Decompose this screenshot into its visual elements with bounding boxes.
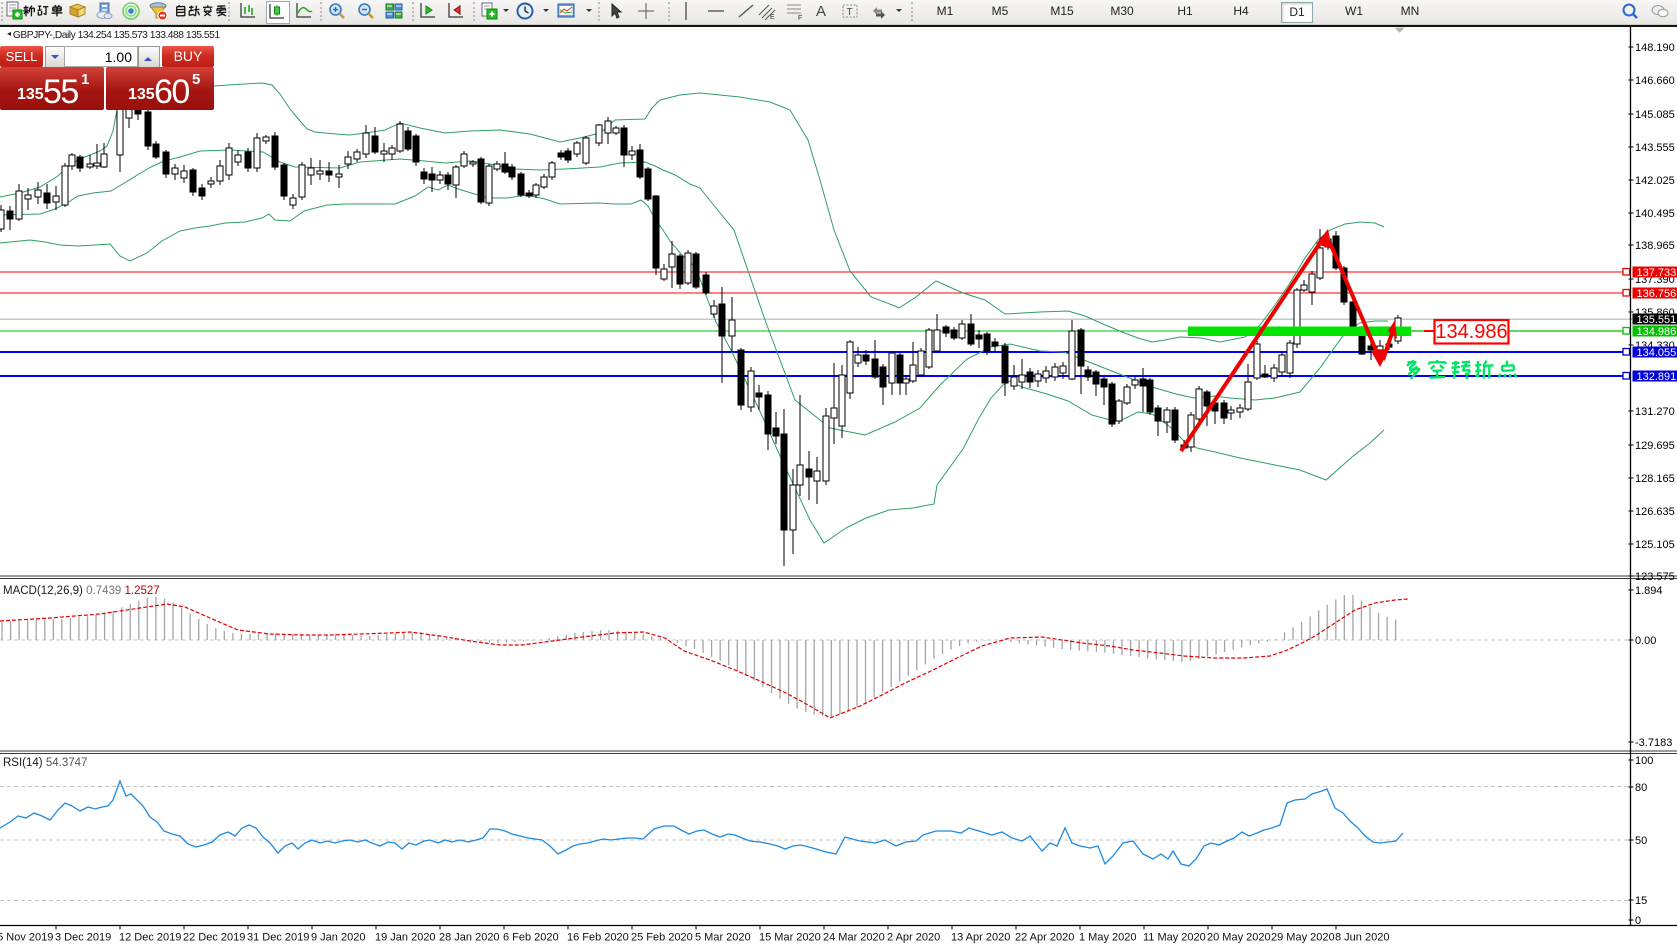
svg-text:142.025: 142.025 <box>1635 175 1675 187</box>
svg-text:3 Dec 2019: 3 Dec 2019 <box>55 932 111 944</box>
svg-text:132.891: 132.891 <box>1637 371 1677 383</box>
svg-text:29 May 2020: 29 May 2020 <box>1271 932 1335 944</box>
svg-text:-3.7183: -3.7183 <box>1635 737 1672 749</box>
svg-text:9 Jan 2020: 9 Jan 2020 <box>311 932 365 944</box>
svg-text:129.695: 129.695 <box>1635 440 1675 452</box>
svg-text:19 Jan 2020: 19 Jan 2020 <box>375 932 436 944</box>
svg-text:126.635: 126.635 <box>1635 506 1675 518</box>
svg-text:25 Feb 2020: 25 Feb 2020 <box>631 932 693 944</box>
svg-text:135.551: 135.551 <box>1637 314 1677 326</box>
svg-text:2 Apr 2020: 2 Apr 2020 <box>887 932 940 944</box>
svg-text:100: 100 <box>1635 755 1653 767</box>
svg-text:50: 50 <box>1635 835 1647 847</box>
svg-text:0.00: 0.00 <box>1635 635 1656 647</box>
svg-text:125.105: 125.105 <box>1635 539 1675 551</box>
svg-text:143.555: 143.555 <box>1635 142 1675 154</box>
svg-text:134.986: 134.986 <box>1435 321 1507 343</box>
svg-text:80: 80 <box>1635 782 1647 794</box>
svg-text:138.965: 138.965 <box>1635 240 1675 252</box>
svg-text:31 Dec 2019: 31 Dec 2019 <box>247 932 309 944</box>
svg-text:148.190: 148.190 <box>1635 42 1675 54</box>
svg-text:137.733: 137.733 <box>1637 267 1677 279</box>
svg-text:24 Mar 2020: 24 Mar 2020 <box>823 932 885 944</box>
svg-text:11 May 2020: 11 May 2020 <box>1143 932 1206 944</box>
svg-text:22 Apr 2020: 22 Apr 2020 <box>1015 932 1074 944</box>
svg-text:128.165: 128.165 <box>1635 473 1675 485</box>
svg-text:MACD(12,26,9) 0.7439 1.2527: MACD(12,26,9) 0.7439 1.2527 <box>3 585 160 597</box>
svg-text:1 May 2020: 1 May 2020 <box>1079 932 1136 944</box>
svg-text:E: E <box>770 14 775 21</box>
svg-text:145.085: 145.085 <box>1635 109 1675 121</box>
svg-text:20 May 2020: 20 May 2020 <box>1207 932 1271 944</box>
svg-text:136.756: 136.756 <box>1637 288 1677 300</box>
svg-text:RSI(14) 54.3747: RSI(14) 54.3747 <box>3 757 87 769</box>
svg-text:6 Feb 2020: 6 Feb 2020 <box>503 932 559 944</box>
svg-text:12 Dec 2019: 12 Dec 2019 <box>119 932 181 944</box>
svg-text:1.894: 1.894 <box>1635 585 1663 597</box>
svg-text:15 Mar 2020: 15 Mar 2020 <box>759 932 821 944</box>
svg-text:15: 15 <box>1635 895 1647 907</box>
svg-text:0: 0 <box>1635 915 1641 927</box>
svg-text:F: F <box>798 15 802 21</box>
svg-text:28 Jan 2020: 28 Jan 2020 <box>439 932 500 944</box>
svg-text:123.575: 123.575 <box>1635 571 1675 583</box>
svg-text:22 Dec 2019: 22 Dec 2019 <box>183 932 245 944</box>
svg-text:131.270: 131.270 <box>1635 406 1675 418</box>
svg-text:T: T <box>847 7 853 18</box>
svg-text:140.495: 140.495 <box>1635 208 1675 220</box>
svg-text:146.660: 146.660 <box>1635 75 1675 87</box>
svg-text:13 Apr 2020: 13 Apr 2020 <box>951 932 1010 944</box>
svg-text:134.986: 134.986 <box>1637 326 1677 338</box>
svg-text:134.055: 134.055 <box>1637 347 1677 359</box>
svg-text:8 Jun 2020: 8 Jun 2020 <box>1335 932 1389 944</box>
svg-text:25 Nov 2019: 25 Nov 2019 <box>0 932 53 944</box>
svg-text:5 Mar 2020: 5 Mar 2020 <box>695 932 751 944</box>
svg-text:16 Feb 2020: 16 Feb 2020 <box>567 932 629 944</box>
